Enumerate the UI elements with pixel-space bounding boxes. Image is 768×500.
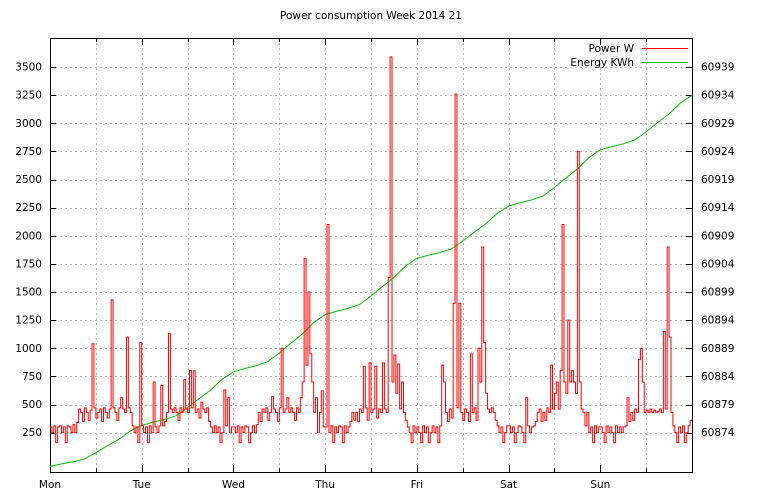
legend-label: Power W <box>589 43 635 55</box>
y-left-tick-label: 2250 <box>15 202 42 214</box>
y-right-tick-label: 60934 <box>701 90 735 102</box>
x-tick-label: Sat <box>500 479 517 491</box>
axes <box>50 38 693 473</box>
y-right-tick-label: 60874 <box>701 427 735 439</box>
y-right-tick-label: 60904 <box>701 258 735 270</box>
y-left-tick-label: 1250 <box>15 315 42 327</box>
x-tick-label: Sun <box>590 479 610 491</box>
x-tick-label: Wed <box>222 479 245 491</box>
legend-label: Energy KWh <box>570 57 634 69</box>
x-tick-label: Thu <box>314 479 335 491</box>
axis-labels: 250 60874 500 60879 750 60884 1000 60889 1250 608… <box>15 62 734 491</box>
y-right-tick-label: 60899 <box>701 287 734 299</box>
chart-title: Power consumption Week 2014 21 <box>280 10 462 22</box>
y-right-tick-label: 60924 <box>701 146 735 158</box>
y-left-tick-label: 2750 <box>15 146 42 158</box>
x-tick-label: Fri <box>411 479 424 491</box>
y-right-tick-label: 60914 <box>701 202 735 214</box>
y-left-tick-label: 1750 <box>15 258 42 270</box>
y-left-tick-label: 2000 <box>15 230 42 242</box>
y-left-tick-label: 2500 <box>15 174 42 186</box>
energy-line <box>49 94 693 467</box>
y-left-tick-label: 3500 <box>15 62 42 74</box>
x-tick-label: Tue <box>132 479 151 491</box>
y-left-tick-label: 500 <box>22 399 42 411</box>
legend: Power W Energy KWh <box>570 43 688 69</box>
y-right-tick-label: 60939 <box>701 62 734 74</box>
y-right-tick-label: 60929 <box>701 118 734 130</box>
y-right-tick-label: 60894 <box>701 315 735 327</box>
y-left-tick-label: 3250 <box>15 90 42 102</box>
y-left-tick-label: 3000 <box>15 118 42 130</box>
y-right-tick-label: 60909 <box>701 230 734 242</box>
y-left-tick-label: 250 <box>22 427 42 439</box>
y-right-tick-label: 60879 <box>701 399 734 411</box>
y-right-tick-label: 60889 <box>701 343 734 355</box>
y-left-tick-label: 750 <box>22 371 42 383</box>
power-line <box>50 56 692 444</box>
y-right-tick-label: 60884 <box>701 371 735 383</box>
y-right-tick-label: 60919 <box>701 174 734 186</box>
x-tick-label: Mon <box>39 479 61 491</box>
y-left-tick-label: 1000 <box>15 343 42 355</box>
y-left-tick-label: 1500 <box>15 287 42 299</box>
